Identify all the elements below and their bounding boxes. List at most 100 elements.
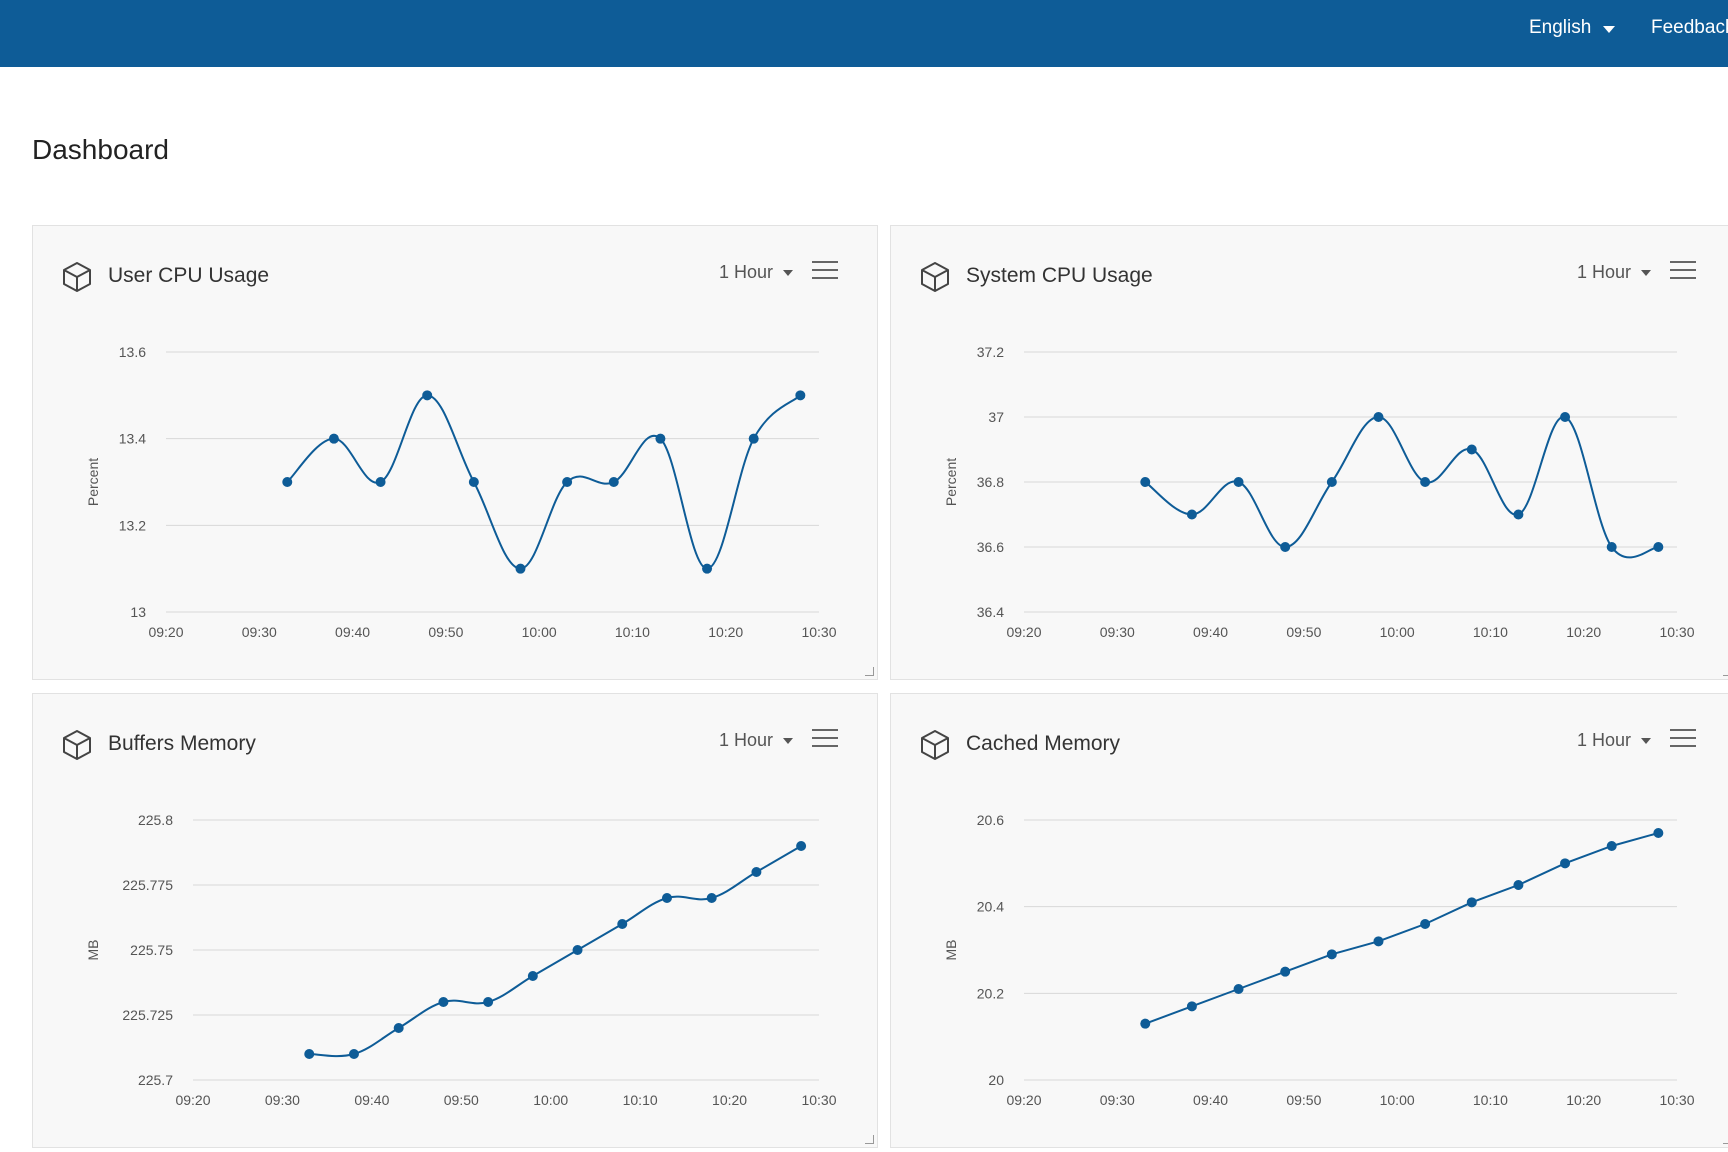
data-point[interactable] (1140, 477, 1151, 487)
data-point[interactable] (1373, 936, 1384, 947)
data-point[interactable] (655, 433, 666, 444)
data-point[interactable] (617, 919, 628, 929)
x-tick-label: 10:20 (1566, 624, 1601, 640)
x-tick-label: 09:20 (175, 1092, 210, 1108)
y-axis-label: MB (85, 940, 101, 961)
data-point[interactable] (393, 1023, 404, 1033)
x-tick-label: 10:30 (801, 1092, 836, 1108)
language-selector[interactable]: English (1529, 17, 1616, 39)
data-point[interactable] (1326, 477, 1337, 487)
data-point[interactable] (572, 945, 583, 955)
y-tick-label: 20.2 (977, 985, 1004, 1001)
time-range-dropdown[interactable]: 1 Hour (1577, 730, 1652, 751)
data-point[interactable] (1420, 919, 1431, 929)
data-point[interactable] (1560, 858, 1571, 869)
chevron-down-icon (1641, 737, 1652, 744)
data-point[interactable] (1373, 412, 1384, 422)
time-range-dropdown[interactable]: 1 Hour (719, 730, 794, 751)
data-point[interactable] (1233, 984, 1244, 994)
data-point[interactable] (796, 841, 807, 851)
data-point[interactable] (1466, 444, 1477, 455)
cube-icon (63, 730, 91, 760)
data-point[interactable] (328, 433, 339, 444)
data-point[interactable] (1233, 477, 1244, 487)
feedback-link[interactable]: Feedback (1651, 17, 1728, 38)
time-range-label: 1 Hour (1577, 730, 1632, 750)
resize-handle[interactable] (1723, 1135, 1728, 1144)
data-point[interactable] (1280, 966, 1291, 977)
data-point[interactable] (661, 893, 672, 903)
data-point[interactable] (1420, 477, 1431, 487)
x-tick-label: 09:20 (148, 624, 183, 640)
time-range-dropdown[interactable]: 1 Hour (1577, 262, 1652, 283)
data-point[interactable] (751, 867, 762, 877)
chart-menu-button[interactable] (1670, 261, 1696, 281)
data-point[interactable] (1653, 828, 1664, 838)
data-point[interactable] (422, 390, 433, 401)
data-point[interactable] (527, 971, 538, 981)
data-point[interactable] (1186, 1001, 1197, 1012)
y-tick-label: 36.6 (977, 539, 1004, 555)
chart-buffers-memory: 225.7 225.725 225.75 225.775 225.8 09:20 09:30… (85, 812, 837, 1108)
x-tick-label: 09:40 (354, 1092, 389, 1108)
data-point[interactable] (1186, 509, 1197, 520)
x-tick-label: 10:30 (801, 624, 836, 640)
resize-handle[interactable] (865, 1135, 874, 1144)
cube-icon (63, 262, 91, 292)
data-point[interactable] (1280, 542, 1291, 552)
data-point[interactable] (1466, 897, 1477, 908)
y-axis-label: Percent (85, 458, 101, 506)
data-point[interactable] (748, 433, 759, 444)
data-point[interactable] (562, 477, 573, 487)
chevron-down-icon (783, 737, 794, 744)
y-tick-label: 36.4 (977, 604, 1004, 620)
data-point[interactable] (468, 477, 479, 487)
language-label: English (1529, 17, 1592, 38)
resize-handle[interactable] (1723, 667, 1728, 676)
data-point[interactable] (1140, 1018, 1151, 1029)
x-tick-label: 09:20 (1006, 624, 1041, 640)
data-point[interactable] (515, 563, 526, 574)
data-point[interactable] (702, 563, 713, 574)
top-navigation-bar: English Feedback (0, 0, 1728, 67)
data-point[interactable] (795, 390, 806, 401)
chart-menu-button[interactable] (812, 729, 838, 749)
data-point[interactable] (348, 1049, 359, 1059)
x-tick-label: 09:30 (1100, 624, 1135, 640)
time-range-label: 1 Hour (719, 262, 774, 282)
data-point[interactable] (1513, 509, 1524, 520)
y-tick-label: 225.775 (122, 877, 173, 893)
page-title: Dashboard (32, 134, 169, 165)
x-tick-label: 10:10 (623, 1092, 658, 1108)
series-line (286, 394, 802, 570)
data-point[interactable] (1326, 949, 1337, 960)
data-point[interactable] (608, 477, 619, 487)
chart-menu-button[interactable] (1670, 729, 1696, 749)
data-point[interactable] (1606, 542, 1617, 552)
data-point[interactable] (483, 997, 494, 1007)
x-tick-label: 10:10 (1473, 1092, 1508, 1108)
time-range-label: 1 Hour (719, 730, 774, 750)
data-point[interactable] (1606, 841, 1617, 851)
y-axis-label: Percent (943, 458, 959, 506)
card-title: Buffers Memory (108, 732, 256, 755)
x-tick-label: 09:50 (444, 1092, 479, 1108)
y-tick-label: 20.4 (977, 899, 1004, 915)
data-point[interactable] (304, 1049, 315, 1059)
data-point[interactable] (706, 893, 717, 903)
data-point[interactable] (375, 477, 386, 487)
time-range-dropdown[interactable]: 1 Hour (719, 262, 794, 283)
data-point[interactable] (1513, 880, 1524, 890)
data-point[interactable] (282, 477, 293, 487)
chart-card-cached-memory: Cached Memory 1 Hour 20 20.2 20.4 20.6 09:20… (890, 693, 1728, 1148)
data-point[interactable] (1560, 412, 1571, 422)
card-title: System CPU Usage (966, 264, 1153, 287)
chart-card-system-cpu: System CPU Usage 1 Hour 36.4 36.6 36.8 37 37… (890, 225, 1728, 680)
data-point[interactable] (438, 997, 449, 1007)
x-tick-label: 09:50 (1286, 624, 1321, 640)
resize-handle[interactable] (865, 667, 874, 676)
x-tick-label: 10:00 (533, 1092, 568, 1108)
chart-menu-button[interactable] (812, 261, 838, 281)
data-point[interactable] (1653, 542, 1664, 552)
y-tick-label: 37 (988, 409, 1004, 425)
